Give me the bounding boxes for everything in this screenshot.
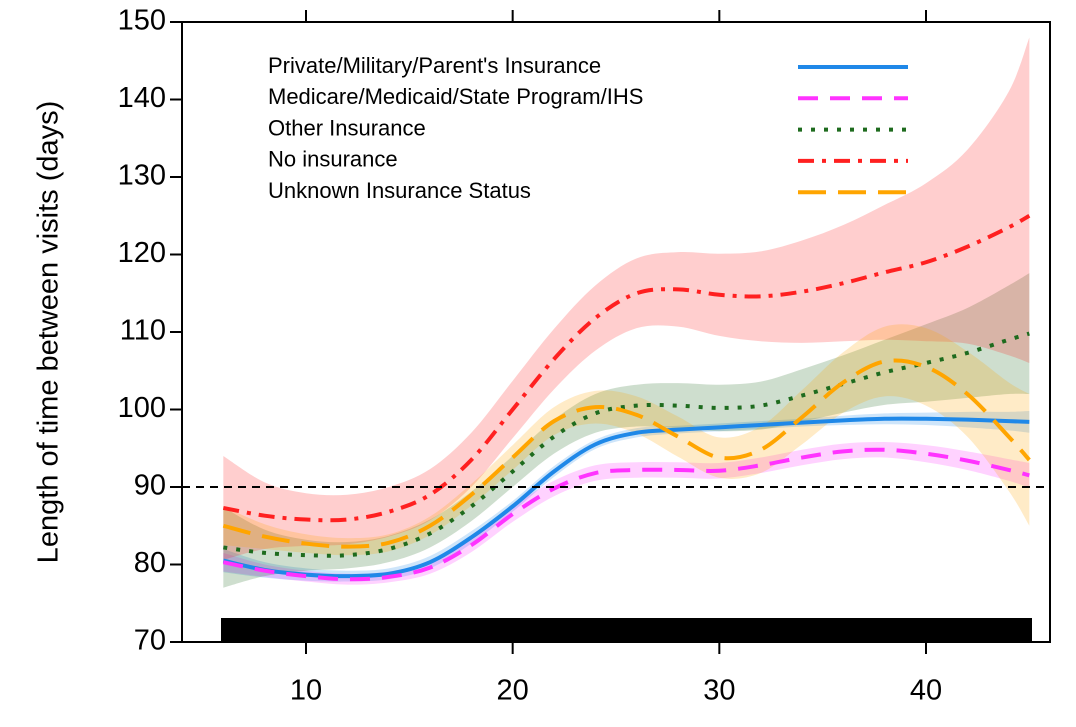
- x-tick-label: 30: [703, 675, 735, 707]
- y-tick-label: 80: [134, 547, 166, 579]
- y-tick-label: 70: [134, 625, 166, 657]
- legend-label: Other Insurance: [268, 115, 426, 140]
- rug: [221, 618, 1032, 642]
- legend-label: No insurance: [268, 147, 398, 172]
- y-tick-label: 100: [118, 392, 166, 424]
- x-tick-label: 40: [910, 675, 942, 707]
- legend-label: Unknown Insurance Status: [268, 178, 531, 203]
- confidence-band: [223, 37, 1030, 560]
- plot-frame: [181, 21, 1051, 643]
- confidence-band: [223, 324, 1030, 556]
- series-line: [222, 358, 1031, 549]
- series-line: [222, 447, 1030, 582]
- lines: [182, 214, 1050, 582]
- y-tick-label: 90: [134, 470, 166, 502]
- legend-label: Private/Military/Parent's Insurance: [268, 53, 601, 78]
- y-tick-label: 140: [118, 82, 166, 114]
- y-tick-label: 130: [118, 160, 166, 192]
- series-line: [223, 331, 1030, 558]
- y-tick-label: 110: [120, 315, 166, 347]
- series-line: [222, 214, 1031, 523]
- y-axis-label: Length of time between visits (days): [33, 101, 65, 564]
- y-tick-label: 120: [118, 237, 166, 269]
- x-tick-label: 10: [290, 675, 322, 707]
- series-line: [222, 416, 1030, 579]
- x-tick-label: 20: [497, 675, 529, 707]
- y-tick-label: 150: [118, 5, 166, 37]
- legend-label: Medicare/Medicaid/State Program/IHS: [268, 84, 643, 109]
